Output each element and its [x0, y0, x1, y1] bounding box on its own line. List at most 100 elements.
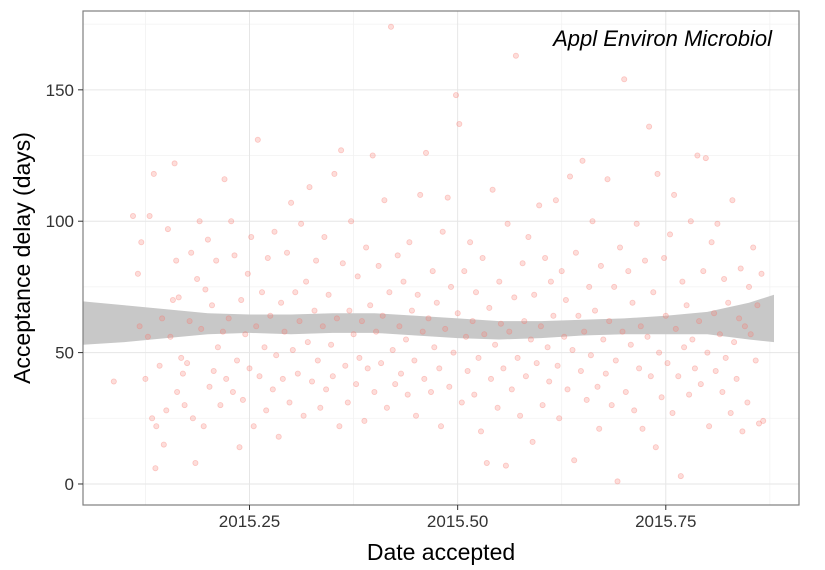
scatter-point: [350, 331, 357, 338]
scatter-point: [253, 323, 260, 330]
scatter-point: [261, 344, 268, 351]
scatter-point: [153, 423, 160, 430]
scatter-point: [547, 278, 554, 285]
scatter-point: [300, 412, 307, 419]
scatter-point: [739, 428, 746, 435]
scatter-point: [656, 349, 663, 356]
scatter-point: [392, 381, 399, 388]
scatter-point: [533, 360, 540, 367]
scatter-point: [223, 375, 230, 382]
scatter-point: [356, 354, 363, 361]
scatter-point: [627, 341, 634, 348]
scatter-point: [579, 157, 586, 164]
scatter-point: [328, 341, 335, 348]
scatter-point: [512, 52, 519, 59]
scatter-point: [454, 310, 461, 317]
scatter-point: [746, 283, 753, 290]
scatter-point: [208, 302, 215, 309]
scatter-point: [452, 92, 459, 99]
scatter-point: [556, 415, 563, 422]
scatter-point: [271, 228, 278, 235]
scatter-point: [536, 202, 543, 209]
scatter-point: [537, 323, 544, 330]
scatter-point: [744, 399, 751, 406]
scatter-point: [406, 239, 413, 246]
scatter-point: [402, 336, 409, 343]
plot-panel-border: [82, 10, 800, 506]
scatter-point: [502, 462, 509, 469]
scatter-point: [677, 473, 684, 480]
scatter-point: [219, 328, 226, 335]
scatter-point: [256, 373, 263, 380]
scatter-point: [446, 383, 453, 390]
scatter-point: [608, 402, 615, 409]
scatter-point: [263, 407, 270, 414]
scatter-point: [647, 373, 654, 380]
scatter-point: [269, 386, 276, 393]
scatter-point: [664, 360, 671, 367]
scatter-point: [292, 289, 299, 296]
scatter-point: [650, 289, 657, 296]
scatter-point: [550, 312, 557, 319]
scatter-point: [411, 357, 418, 364]
scatter-point: [492, 341, 499, 348]
scatter-point: [294, 370, 301, 377]
scatter-point: [306, 184, 313, 191]
scatter-point: [404, 391, 411, 398]
scatter-point: [506, 328, 513, 335]
scatter-point: [737, 265, 744, 272]
scatter-point: [572, 249, 579, 256]
scatter-point: [531, 291, 538, 298]
scatter-point: [561, 333, 568, 340]
scatter-point: [298, 220, 305, 227]
scatter-point: [719, 388, 726, 395]
scatter-point: [542, 254, 549, 261]
scatter-point: [689, 336, 696, 343]
scatter-point: [397, 370, 404, 377]
scatter-point: [186, 318, 193, 325]
scatter-point: [314, 357, 321, 364]
scatter-point: [508, 386, 515, 393]
scatter-point: [702, 155, 709, 162]
scatter-point: [146, 212, 153, 219]
scatter-point: [750, 244, 757, 251]
scatter-point: [662, 312, 669, 319]
scatter-point: [288, 199, 295, 206]
scatter-point: [760, 417, 767, 424]
scatter-point: [213, 257, 220, 264]
x-axis-title: Date accepted: [367, 539, 515, 565]
scatter-point: [711, 310, 718, 317]
scatter-point: [173, 257, 180, 264]
scatter-point: [221, 176, 228, 183]
scatter-point: [375, 262, 382, 269]
scatter-point: [497, 320, 504, 327]
scatter-point: [625, 268, 632, 275]
scatter-point: [142, 375, 149, 382]
y-tick-label: 50: [55, 344, 74, 363]
scatter-point: [514, 354, 521, 361]
scatter-point: [171, 160, 178, 167]
scatter-point: [394, 252, 401, 259]
scatter-point: [329, 373, 336, 380]
scatter-point: [242, 331, 249, 338]
scatter-point: [167, 333, 174, 340]
scatter-point: [174, 388, 181, 395]
scatter-point: [304, 339, 311, 346]
scatter-point: [481, 331, 488, 338]
scatter-point: [694, 152, 701, 159]
y-axis-title: Acceptance delay (days): [9, 132, 35, 384]
scatter-point: [754, 302, 761, 309]
scatter-point: [631, 407, 638, 414]
scatter-point: [231, 252, 238, 259]
scatter-point: [311, 307, 318, 314]
scatter-point: [731, 339, 738, 346]
scatter-point: [239, 396, 246, 403]
scatter-point: [264, 254, 271, 261]
scatter-point: [442, 325, 449, 332]
scatter-point: [575, 312, 582, 319]
scatter-point: [704, 349, 711, 356]
scatter-point: [716, 331, 723, 338]
scatter-point: [646, 123, 653, 130]
scatter-point: [339, 260, 346, 267]
